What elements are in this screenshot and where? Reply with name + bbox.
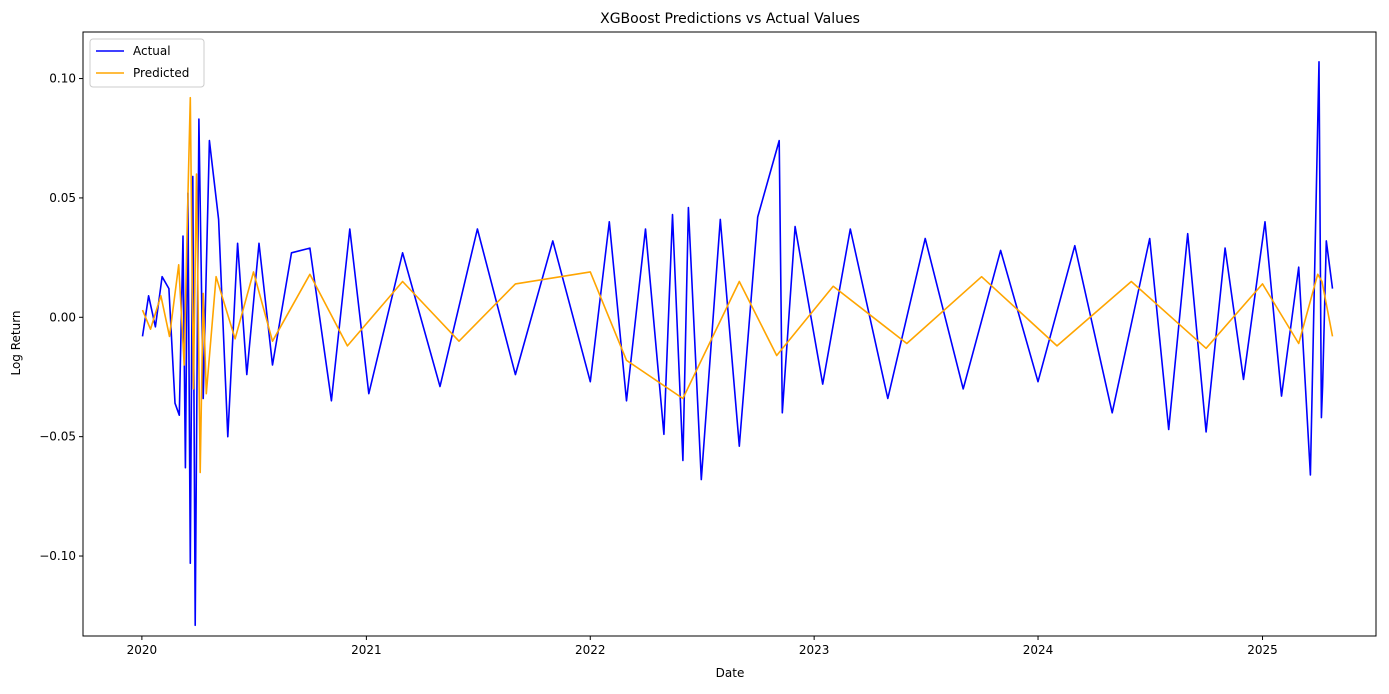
y-tick-label: 0.10 <box>49 72 76 86</box>
x-tick-label: 2021 <box>351 643 382 657</box>
x-axis-label: Date <box>716 666 745 680</box>
axes-frame <box>82 31 1377 637</box>
y-axis-label: Log Return <box>9 310 23 375</box>
legend: Actual Predicted <box>89 38 205 88</box>
x-tick-label: 2025 <box>1247 643 1278 657</box>
y-tick-label: −0.05 <box>39 430 76 444</box>
series-line-actual <box>141 60 1334 627</box>
series-line-predicted <box>141 96 1334 474</box>
x-tick-label: 2024 <box>1023 643 1054 657</box>
series-group <box>141 60 1334 627</box>
x-tick-label: 2022 <box>575 643 606 657</box>
y-tick-label: 0.00 <box>49 310 76 324</box>
legend-label-predicted: Predicted <box>133 66 189 80</box>
plot-area: 2020 2021 2022 2023 2024 2025 0.10 0.05 0.00 −0.0… <box>39 31 1377 657</box>
x-tick-label: 2020 <box>127 643 158 657</box>
y-tick-label: 0.05 <box>49 191 76 205</box>
legend-label-actual: Actual <box>133 44 171 58</box>
y-tick-label: −0.10 <box>39 549 76 563</box>
chart-title: XGBoost Predictions vs Actual Values <box>600 11 860 27</box>
x-tick-label: 2023 <box>799 643 830 657</box>
